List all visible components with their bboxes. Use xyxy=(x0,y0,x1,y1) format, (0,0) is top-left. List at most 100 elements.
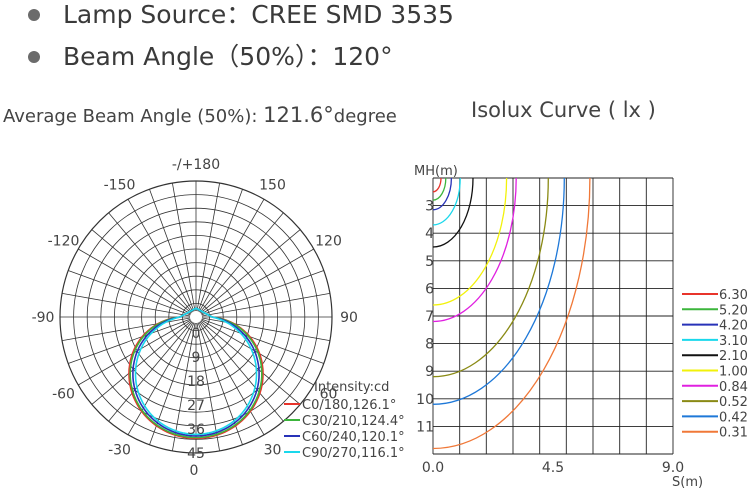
polar-grid-spoke xyxy=(127,199,194,312)
polar-series-2 xyxy=(132,307,260,437)
isolux-xtick: 9.0 xyxy=(662,460,684,476)
isolux-ytick: 7 xyxy=(425,309,434,325)
polar-angle-label: 90 xyxy=(340,310,358,326)
polar-legend-label: C30/210,124.4° xyxy=(302,414,405,429)
spec-label: Beam Angle（50%）： xyxy=(63,42,333,71)
polar-grid-spoke xyxy=(68,270,191,316)
polar-angle-label: -120 xyxy=(48,234,80,250)
polar-grid-spoke xyxy=(201,293,330,317)
isolux-legend-label: 0.52 xyxy=(719,395,748,410)
polar-series-1 xyxy=(129,307,263,439)
isolux-ytick: 8 xyxy=(425,337,434,353)
polar-grid-spoke xyxy=(200,320,301,405)
isolux-ytick: 9 xyxy=(425,364,434,380)
polar-grid-spoke xyxy=(62,317,191,341)
spec-value: 120° xyxy=(332,42,393,71)
polar-angle-label: 120 xyxy=(315,234,342,250)
spec-list: Lamp Source：CREE SMD 3535 Beam Angle（50%… xyxy=(26,0,454,84)
bullet-icon xyxy=(28,51,40,63)
isolux-contour-4 xyxy=(432,177,474,248)
isolux-legend-label: 4.20 xyxy=(719,319,748,334)
average-beam-value: 121.6° xyxy=(263,103,334,127)
isolux-xlabel: S(m) xyxy=(672,475,703,490)
polar-grid-spoke xyxy=(198,199,265,312)
polar-grid-spoke xyxy=(196,183,220,312)
isolux-ytick: 10 xyxy=(416,392,434,408)
isolux-legend-label: 3.10 xyxy=(719,334,748,349)
isolux-ytick: 5 xyxy=(425,254,434,270)
isolux-title: Isolux Curve ( lx ) xyxy=(471,98,656,122)
isolux-ytick: 3 xyxy=(425,199,434,215)
isolux-ylabel: MH(m) xyxy=(414,164,458,179)
polar-grid-spoke xyxy=(149,189,195,312)
polar-grid-spoke xyxy=(108,212,193,313)
polar-radial-tick: 27 xyxy=(187,398,205,414)
polar-angle-label: -90 xyxy=(32,310,55,326)
polar-grid-spoke xyxy=(172,322,196,451)
polar-angle-label: 30 xyxy=(264,443,282,459)
isolux-contour-1 xyxy=(432,177,447,201)
isolux-contour-8 xyxy=(432,177,565,405)
isolux-contour-7 xyxy=(432,177,549,378)
isolux-ytick: 6 xyxy=(425,281,434,297)
polar-grid-spoke xyxy=(199,212,284,313)
polar-radial-tick: 45 xyxy=(187,446,205,462)
polar-grid-spoke xyxy=(78,248,191,315)
isolux-contour-5 xyxy=(432,177,508,306)
polar-grid-spoke xyxy=(196,322,220,451)
isolux-xtick: 4.5 xyxy=(542,460,564,476)
polar-angle-label: 150 xyxy=(259,178,286,194)
average-beam-unit: degree xyxy=(333,106,397,127)
spec-lamp-source: Lamp Source：CREE SMD 3535 xyxy=(26,0,454,42)
polar-angle-label: 60 xyxy=(320,387,338,403)
polar-grid-spoke xyxy=(172,183,196,312)
average-beam-label: Average Beam Angle (50%): xyxy=(3,106,264,127)
polar-angle-label: -/+180 xyxy=(172,157,220,173)
isolux-legend-label: 2.10 xyxy=(719,349,748,364)
isolux-legend-label: 5.20 xyxy=(719,303,748,318)
polar-legend-title: Intensity:cd xyxy=(314,380,389,395)
polar-grid-spoke xyxy=(62,293,191,317)
polar-grid-spoke xyxy=(108,321,193,422)
polar-radial-tick: 9 xyxy=(192,350,201,366)
polar-grid-spoke xyxy=(201,270,324,316)
isolux-contour-6 xyxy=(432,177,517,323)
polar-grid-spoke xyxy=(201,317,330,341)
isolux-xtick: 0.0 xyxy=(422,460,444,476)
polar-grid-spoke xyxy=(199,321,284,422)
polar-grid-spoke xyxy=(200,229,301,314)
polar-grid-spoke xyxy=(198,322,265,435)
isolux-legend-label: 0.31 xyxy=(719,426,748,441)
isolux-legend-label: 0.84 xyxy=(719,380,748,395)
isolux-legend-label: 0.42 xyxy=(719,410,748,425)
isolux-contour-2 xyxy=(432,177,453,211)
polar-legend-label: C90/270,116.1° xyxy=(302,446,405,461)
isolux-contour-0 xyxy=(432,177,442,193)
bullet-icon xyxy=(28,9,40,21)
polar-radial-tick: 0 xyxy=(192,326,201,342)
polar-angle-label: -60 xyxy=(52,387,75,403)
isolux-contour-3 xyxy=(432,177,461,226)
isolux-legend-label: 6.30 xyxy=(719,288,748,303)
spec-value: CREE SMD 3535 xyxy=(251,0,454,29)
polar-grid-spoke xyxy=(201,248,314,315)
polar-series-3 xyxy=(134,307,258,436)
spec-label: Lamp Source： xyxy=(63,0,252,29)
polar-legend-label: C60/240,120.1° xyxy=(302,430,405,445)
isolux-legend-label: 1.00 xyxy=(719,365,748,380)
polar-angle-label: -30 xyxy=(108,443,131,459)
polar-legend-label: C0/180,126.1° xyxy=(302,398,396,413)
isolux-ytick: 11 xyxy=(416,419,434,435)
isolux-contour-9 xyxy=(432,177,591,450)
polar-angle-label: 0 xyxy=(190,463,199,479)
polar-grid-spoke xyxy=(68,318,191,364)
polar-radial-tick: 18 xyxy=(187,374,205,390)
polar-angle-label: -150 xyxy=(104,178,136,194)
polar-grid-spoke xyxy=(91,320,192,405)
average-beam-angle: Average Beam Angle (50%): 121.6°degree xyxy=(3,103,397,127)
polar-grid-spoke xyxy=(127,322,194,435)
polar-radial-tick: 36 xyxy=(187,422,205,438)
polar-grid-spoke xyxy=(201,318,324,364)
